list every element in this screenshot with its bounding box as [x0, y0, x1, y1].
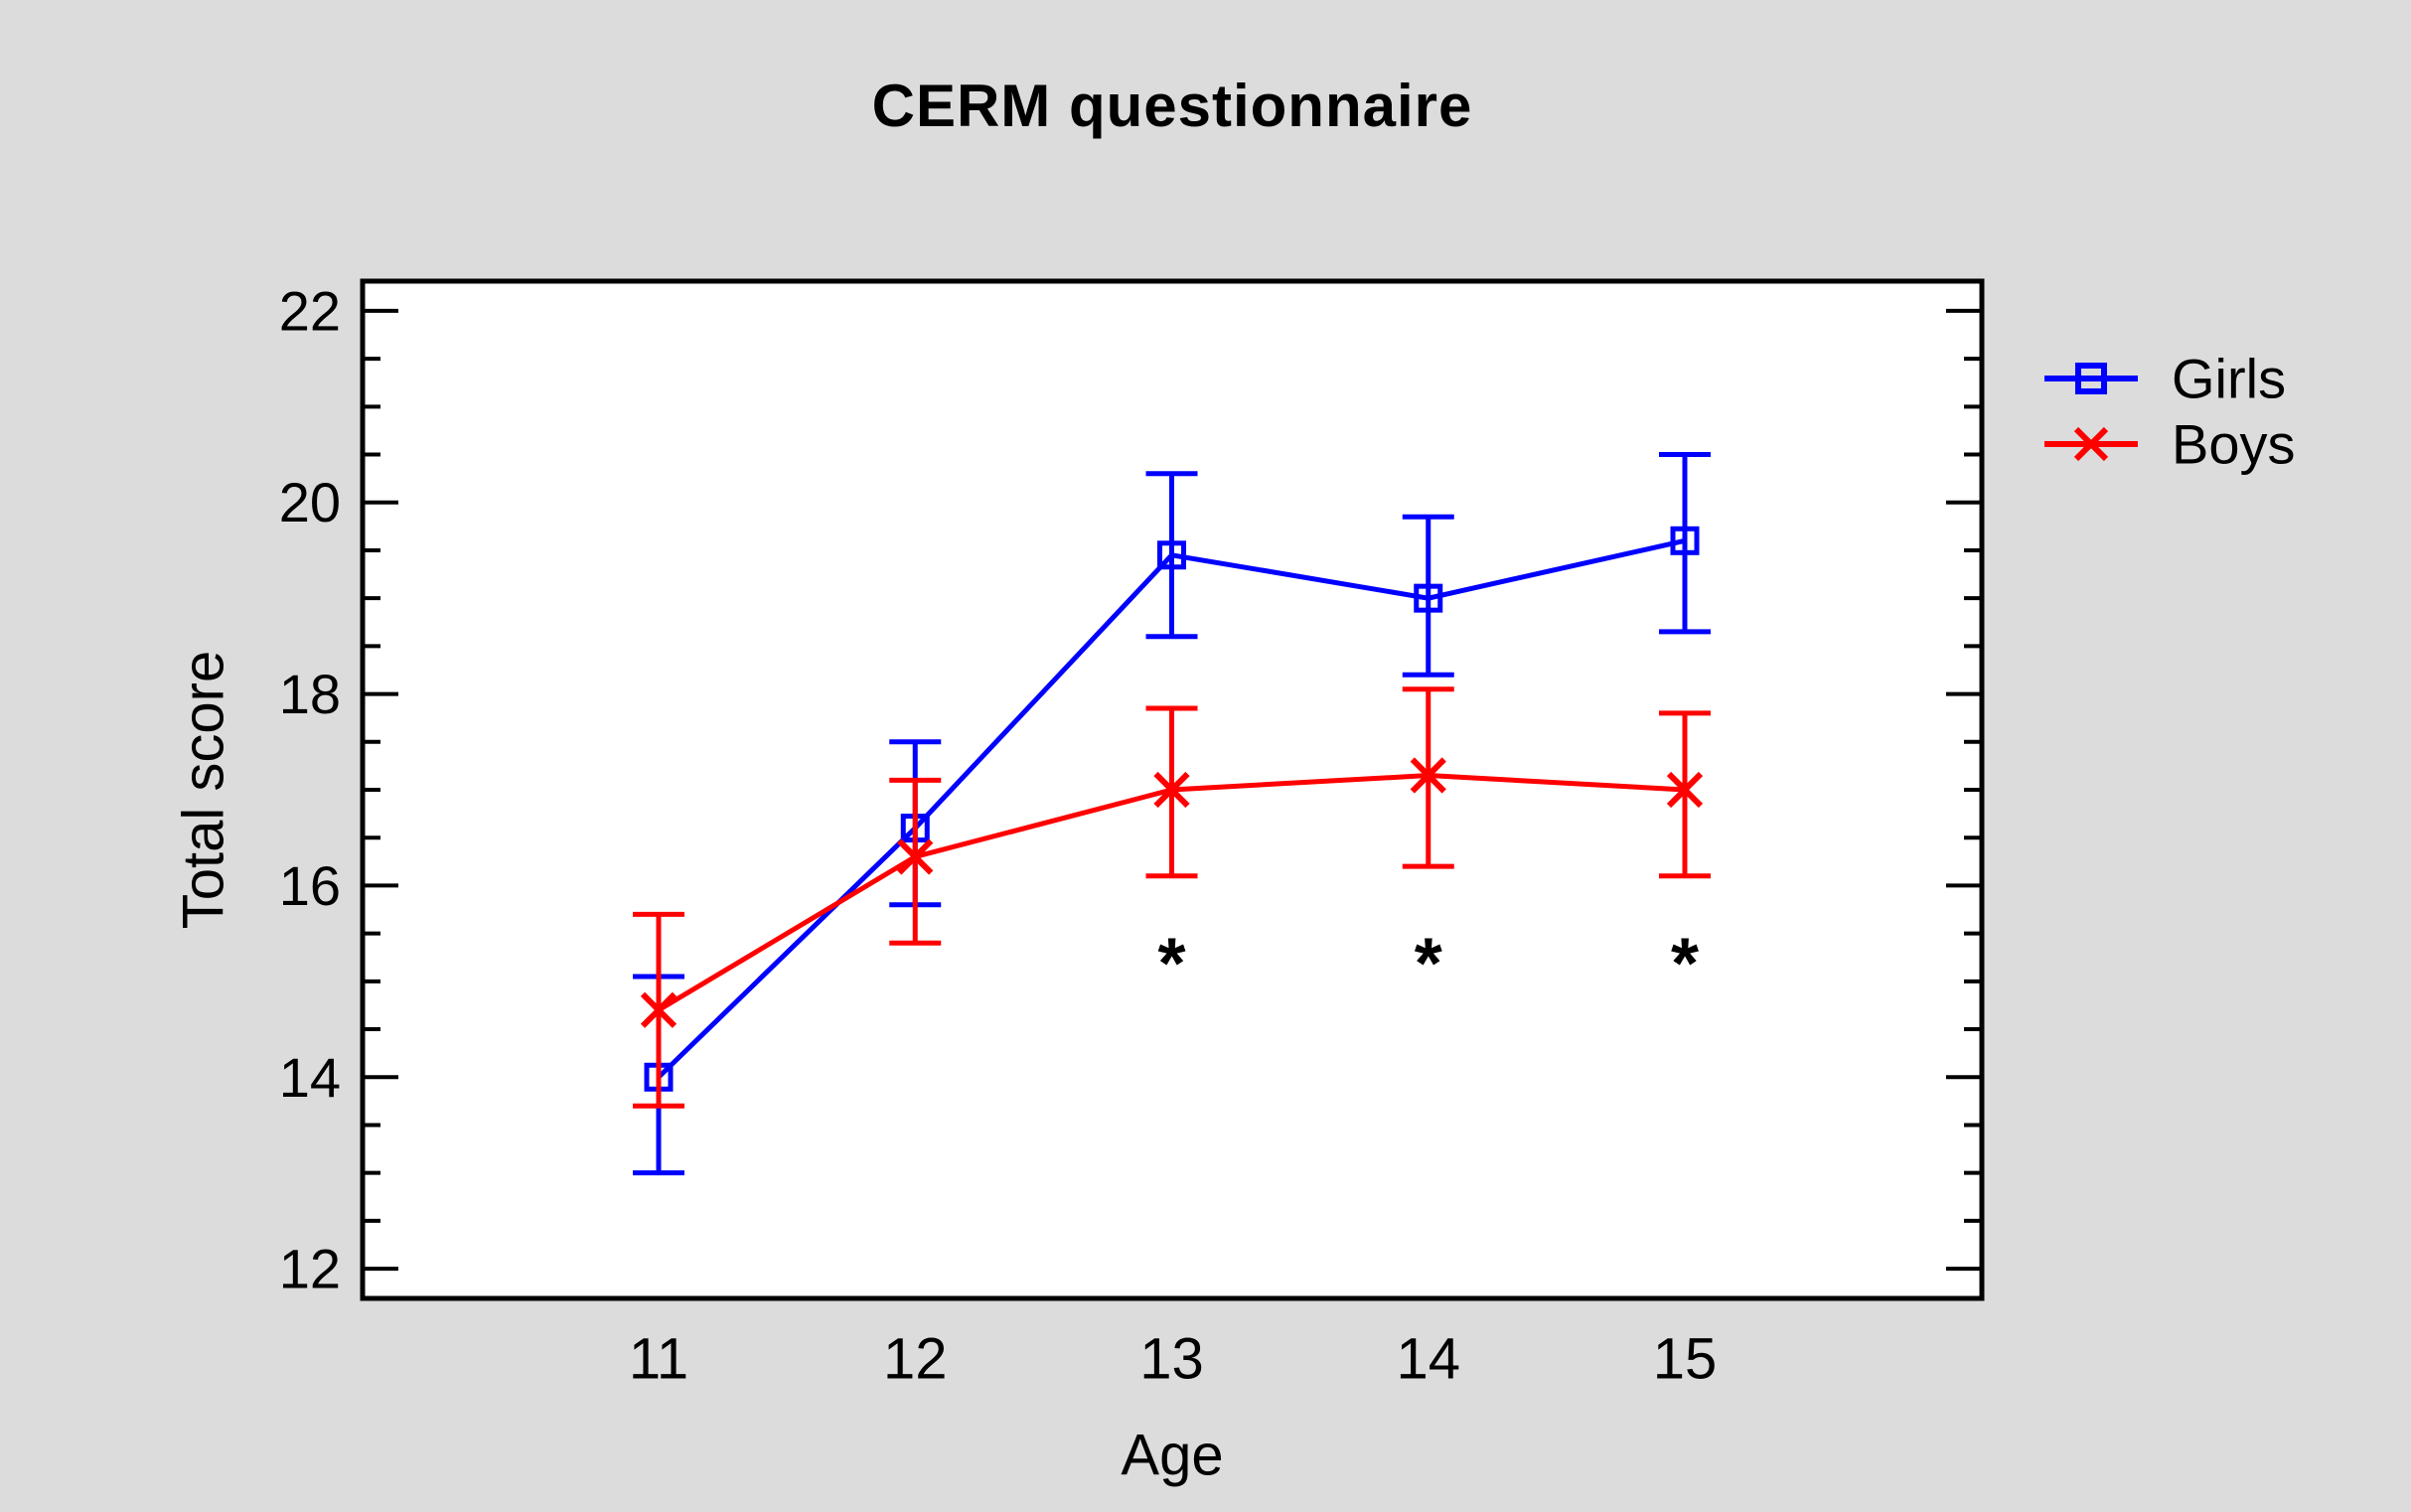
boys-marker-x — [897, 838, 934, 875]
girls-marker-square — [1157, 540, 1186, 570]
y-axis-title: Total score — [172, 651, 236, 929]
legend-girls-label: Girls — [2172, 348, 2286, 410]
boys-marker-x — [1666, 771, 1704, 809]
y-tick-label: 12 — [279, 1238, 341, 1300]
x-tick-label: 14 — [1396, 1327, 1460, 1392]
significance-asterisk: * — [1415, 925, 1442, 1004]
girls-marker-square — [1414, 583, 1443, 613]
x-tick-label: 13 — [1139, 1327, 1204, 1392]
y-tick-label: 20 — [279, 471, 341, 533]
y-tick-label: 18 — [279, 663, 341, 725]
girls-marker-square — [1670, 526, 1700, 555]
plot-frame — [360, 278, 1985, 1301]
legend-boys-marker — [2073, 426, 2109, 462]
x-axis-title: Age — [1121, 1424, 1223, 1488]
x-tick-label: 12 — [883, 1327, 948, 1392]
boys-marker-x — [1410, 757, 1446, 794]
legend-boys-label: Boys — [2172, 413, 2296, 476]
girls-series-line — [657, 537, 1686, 1080]
chart-title: CERM questionnaire — [871, 73, 1473, 139]
x-tick-label: 15 — [1653, 1327, 1718, 1392]
significance-asterisk: * — [1671, 925, 1699, 1004]
significance-asterisk: * — [1157, 925, 1185, 1004]
boys-marker-x — [1153, 771, 1190, 809]
x-tick-label: 11 — [629, 1327, 688, 1392]
y-tick-label: 16 — [279, 854, 341, 917]
y-tick-label: 22 — [279, 279, 341, 342]
boys-marker-x — [640, 991, 678, 1028]
y-tick-label: 14 — [279, 1046, 341, 1109]
legend-girls-marker — [2075, 363, 2107, 394]
